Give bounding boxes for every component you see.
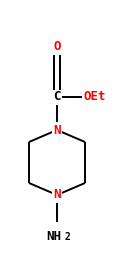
Text: O: O [53,40,61,53]
Text: C: C [53,91,61,104]
Text: N: N [53,124,61,136]
Text: OEt: OEt [83,91,105,104]
Text: 2: 2 [64,232,70,242]
Text: N: N [53,189,61,202]
Text: NH: NH [46,230,62,243]
